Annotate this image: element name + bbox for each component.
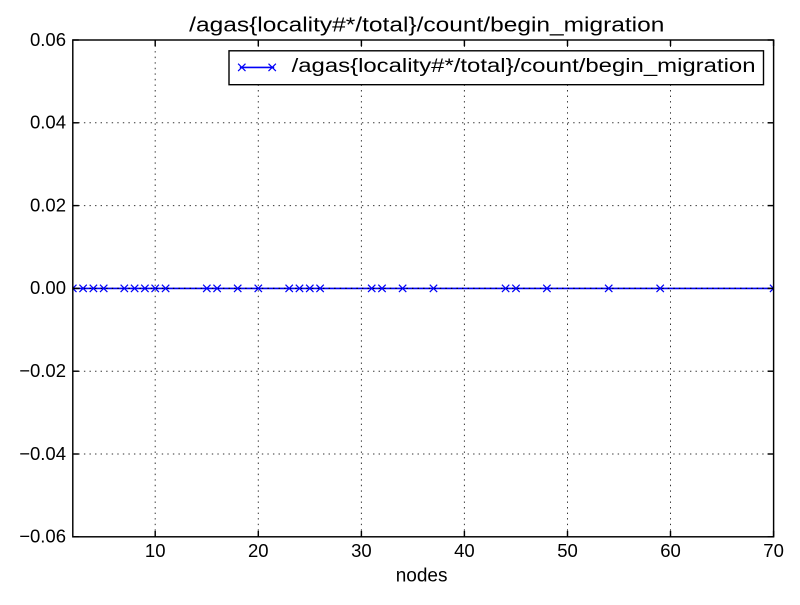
svg-text:−0.06: −0.06: [19, 526, 66, 547]
svg-text:0.02: 0.02: [30, 194, 66, 215]
svg-text:10: 10: [145, 540, 166, 561]
svg-text:/agas{locality#*/total}/count/: /agas{locality#*/total}/count/begin_migr…: [189, 14, 664, 37]
svg-text:0.06: 0.06: [30, 29, 66, 50]
svg-text:50: 50: [557, 540, 578, 561]
svg-text:0.04: 0.04: [30, 112, 66, 133]
svg-text:30: 30: [351, 540, 372, 561]
svg-text:20: 20: [248, 540, 269, 561]
svg-text:0.00: 0.00: [30, 277, 66, 298]
svg-text:nodes: nodes: [396, 565, 448, 586]
svg-text:70: 70: [763, 540, 784, 561]
svg-text:/agas{locality#*/total}/count/: /agas{locality#*/total}/count/begin_migr…: [292, 56, 756, 77]
svg-text:−0.02: −0.02: [19, 360, 66, 381]
svg-text:60: 60: [660, 540, 681, 561]
svg-text:40: 40: [454, 540, 475, 561]
svg-text:−0.04: −0.04: [19, 443, 66, 464]
